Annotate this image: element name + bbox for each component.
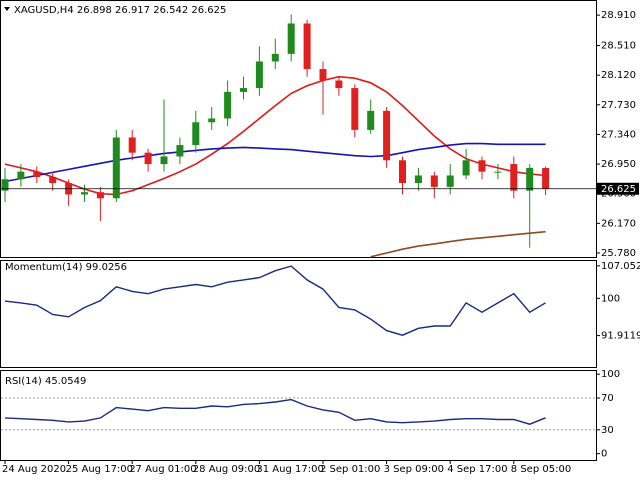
candle-body	[128, 137, 136, 153]
y-tick-label: 28.910	[601, 10, 636, 21]
rsi-pane	[0, 370, 597, 461]
menu-arrow	[4, 7, 10, 11]
x-tick-label: 8 Sep 05:00	[511, 464, 571, 475]
candle-body	[526, 167, 534, 191]
candle-body	[112, 137, 120, 199]
candle-body	[255, 61, 263, 89]
indicator-line	[4, 142, 546, 183]
candle-body	[176, 145, 184, 157]
y-tick-label: 27.730	[601, 100, 636, 111]
x-tick-label: 2 Sep 01:00	[320, 464, 380, 475]
chart-title: XAGUSD,H4 26.898 26.917 26.542 26.625	[14, 5, 226, 16]
candle-body	[383, 110, 391, 161]
candle-body	[494, 171, 502, 173]
candle-body	[510, 164, 518, 191]
current-price-box	[597, 182, 639, 195]
x-tick-label: 31 Aug 17:00	[256, 464, 323, 475]
y-tick-label: 28.510	[601, 41, 636, 52]
candle-body	[49, 176, 57, 184]
y-tick-label: 26.170	[601, 218, 636, 229]
candle-body	[319, 69, 327, 81]
y-tick-label: 100	[601, 293, 620, 304]
rsi-title: RSI(14) 45.0549	[5, 376, 86, 387]
y-tick-label: 107.0522	[601, 261, 640, 272]
candle-body	[160, 156, 168, 165]
candle-body	[399, 160, 406, 184]
candle-body	[367, 110, 375, 130]
momentum-title: Momentum(14) 99.0256	[5, 262, 127, 273]
current-price-label: 26.625	[601, 184, 636, 195]
candle-body	[335, 80, 343, 89]
candle-body	[414, 175, 422, 184]
y-tick-label: 27.340	[601, 129, 636, 140]
y-tick-label: 28.120	[601, 70, 636, 81]
x-tick-label: 27 Aug 01:00	[129, 464, 196, 475]
momentum-pane	[0, 260, 597, 368]
y-tick-label: 100	[601, 369, 620, 380]
candle-body	[462, 160, 470, 176]
candle-body	[446, 175, 454, 187]
indicator-line	[4, 75, 546, 196]
indicator-line	[4, 265, 546, 336]
candle-body	[351, 88, 359, 130]
candle-body	[192, 122, 200, 146]
candle-body	[287, 23, 295, 54]
candle-body	[303, 23, 311, 70]
x-tick-label: 25 Aug 17:00	[66, 464, 133, 475]
candle-body	[144, 152, 152, 165]
indicator-line	[4, 398, 546, 425]
candle-body	[271, 53, 279, 62]
indicator-line	[370, 230, 546, 258]
x-tick-label: 4 Sep 17:00	[447, 464, 507, 475]
y-tick-label: 70	[601, 393, 614, 404]
y-tick-label: 91.9119	[601, 331, 640, 342]
main-pane	[0, 0, 597, 258]
y-tick-label: 30	[601, 425, 614, 436]
candle-body	[224, 91, 232, 119]
candle-body	[478, 160, 486, 172]
candle-body	[81, 192, 88, 195]
candle-body	[33, 171, 41, 177]
x-tick-label: 3 Sep 09:00	[384, 464, 444, 475]
candle-body	[542, 168, 550, 189]
x-tick-label: 28 Aug 09:00	[193, 464, 260, 475]
y-tick-label: 25.780	[601, 248, 636, 259]
candle-body	[208, 118, 216, 123]
x-tick-label: 24 Aug 2020	[2, 464, 66, 475]
candle-body	[1, 179, 9, 191]
y-tick-label: 26.950	[601, 159, 636, 170]
candle-body	[96, 192, 104, 199]
candle-body	[430, 175, 438, 187]
y-tick-label: 0	[601, 449, 607, 460]
candle-body	[240, 88, 247, 92]
candle-body	[17, 171, 25, 180]
